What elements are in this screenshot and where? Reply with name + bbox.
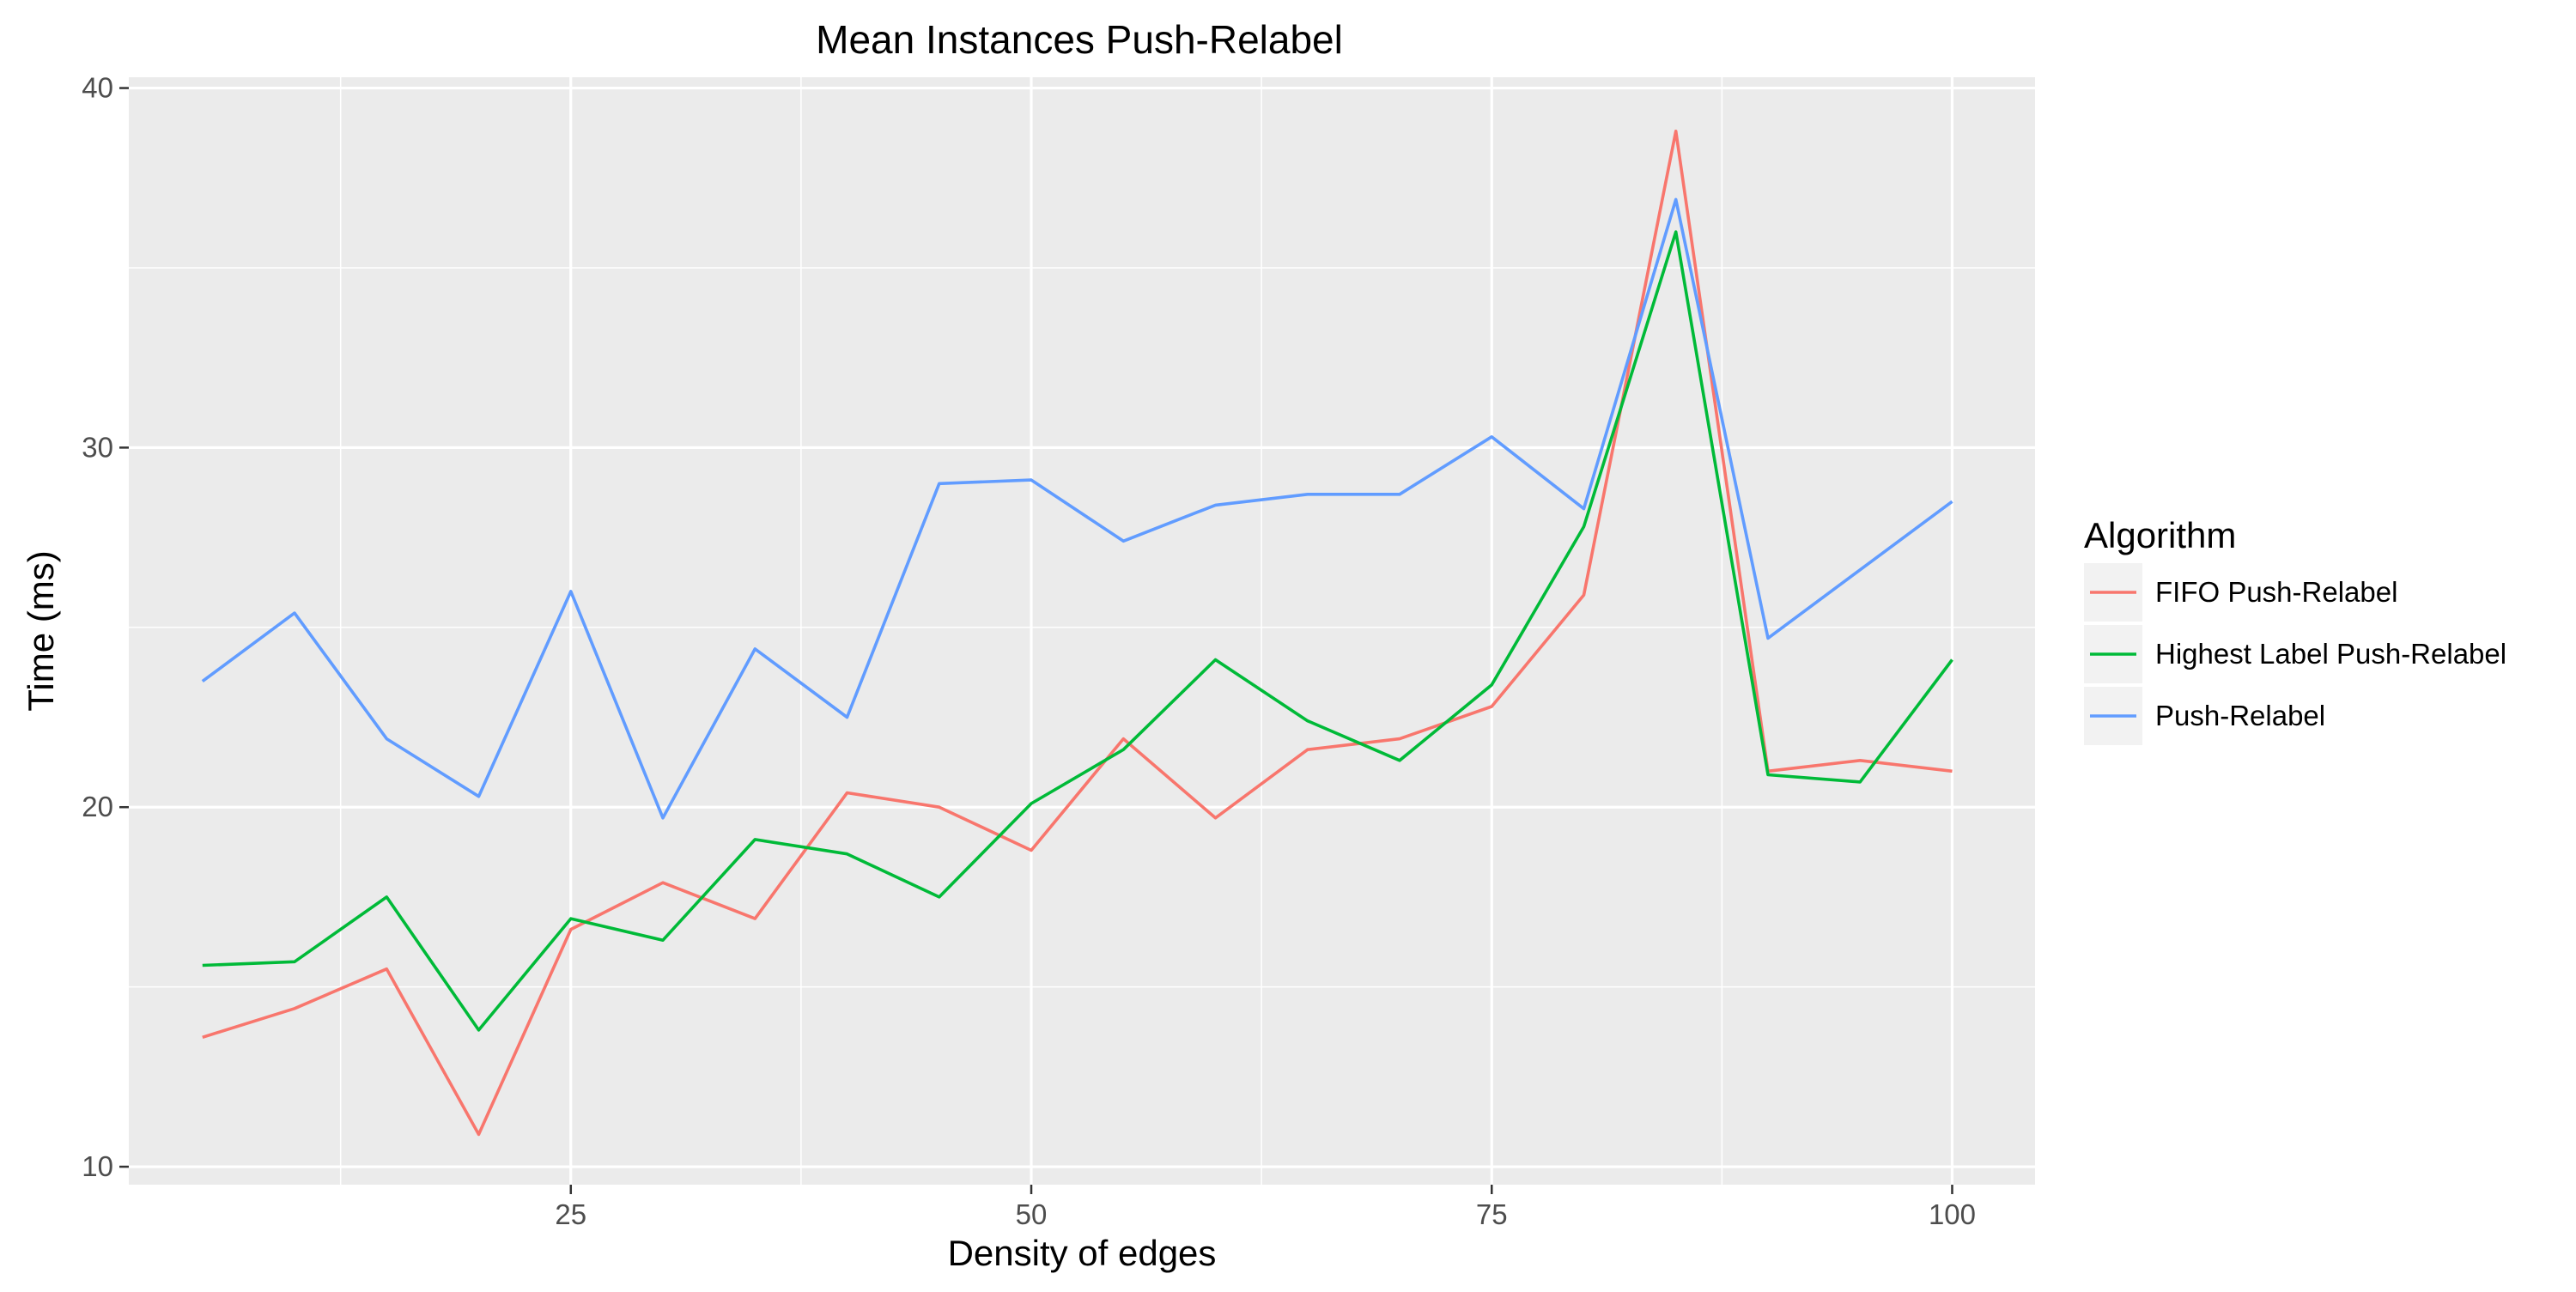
legend-label: Highest Label Push-Relabel: [2155, 638, 2506, 670]
y-tick-label: 30: [82, 431, 113, 463]
series-line-0: [202, 130, 1953, 1137]
y-axis-tick-labels: 10 20 30 40: [82, 72, 113, 1182]
series-lines: [201, 130, 1953, 1137]
series-line-1: [202, 230, 1953, 1032]
y-tick-label: 40: [82, 72, 113, 104]
x-tick-label: 75: [1476, 1198, 1508, 1230]
plot-panel: [129, 77, 2035, 1185]
legend-label: Push-Relabel: [2155, 700, 2325, 731]
legend-label: FIFO Push-Relabel: [2155, 576, 2397, 608]
y-axis-title: Time (ms): [21, 550, 61, 711]
x-tick-label: 100: [1929, 1198, 1976, 1230]
x-axis-title: Density of edges: [948, 1233, 1217, 1273]
legend-title: Algorithm: [2084, 515, 2236, 555]
legend-item: Push-Relabel: [2084, 687, 2325, 745]
axis-ticks: [119, 87, 1953, 1194]
legend: Algorithm FIFO Push-Relabel Highest Label…: [2084, 515, 2506, 745]
chart-title: Mean Instances Push-Relabel: [816, 17, 1343, 62]
y-tick-label: 10: [82, 1150, 113, 1182]
series-line-2: [201, 197, 1953, 820]
x-tick-label: 25: [555, 1198, 586, 1230]
y-tick-label: 20: [82, 791, 113, 822]
legend-item: Highest Label Push-Relabel: [2084, 625, 2506, 683]
x-axis-tick-labels: 25 50 75 100: [555, 1198, 1976, 1230]
x-tick-label: 50: [1016, 1198, 1048, 1230]
legend-item: FIFO Push-Relabel: [2084, 563, 2397, 622]
legend-items: FIFO Push-Relabel Highest Label Push-Rela…: [2084, 563, 2506, 745]
major-gridlines: [129, 77, 2035, 1185]
minor-gridlines: [129, 77, 2035, 1185]
